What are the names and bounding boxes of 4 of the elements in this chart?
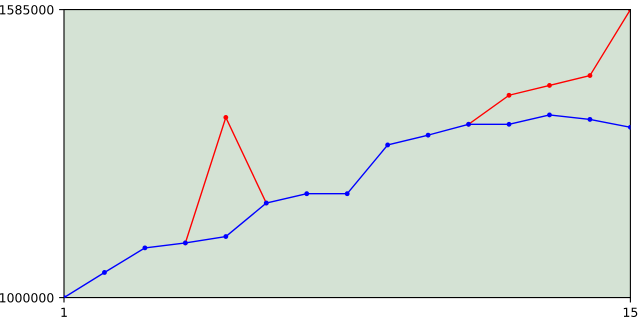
x-tick-label: 15 <box>624 308 638 317</box>
x-tick-label: 1 <box>61 308 67 317</box>
y-tick-label: 1000000 <box>0 293 54 303</box>
y-tick-label: 1585000 <box>0 5 54 15</box>
